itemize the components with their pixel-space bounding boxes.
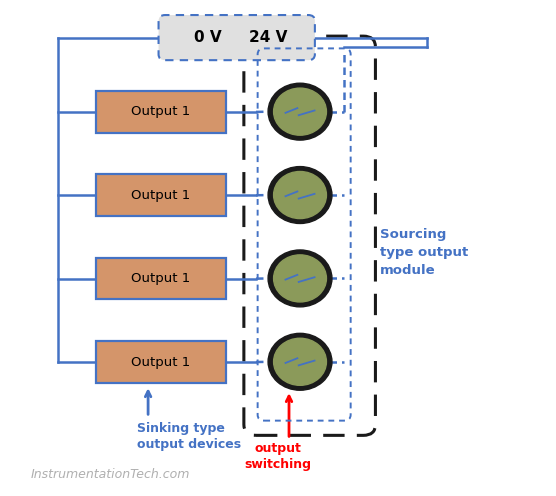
FancyBboxPatch shape [96,341,226,383]
Text: Output 1: Output 1 [131,106,191,119]
FancyBboxPatch shape [244,36,375,435]
FancyBboxPatch shape [96,91,226,133]
FancyBboxPatch shape [96,258,226,300]
Circle shape [274,338,326,385]
Text: 0 V: 0 V [194,30,222,45]
Circle shape [274,255,326,302]
Text: Sourcing
type output
module: Sourcing type output module [380,228,468,277]
Text: 24 V: 24 V [249,30,287,45]
FancyBboxPatch shape [96,175,226,216]
FancyBboxPatch shape [158,15,315,60]
Circle shape [274,172,326,219]
Circle shape [268,250,332,307]
Circle shape [274,88,326,135]
Text: output
switching: output switching [245,442,311,471]
Circle shape [268,333,332,390]
Text: InstrumentationTech.com: InstrumentationTech.com [30,468,190,481]
Text: Output 1: Output 1 [131,189,191,202]
Circle shape [268,83,332,140]
Text: Output 1: Output 1 [131,356,191,369]
Text: Output 1: Output 1 [131,272,191,285]
Text: Sinking type
output devices: Sinking type output devices [137,422,241,451]
Circle shape [268,167,332,224]
